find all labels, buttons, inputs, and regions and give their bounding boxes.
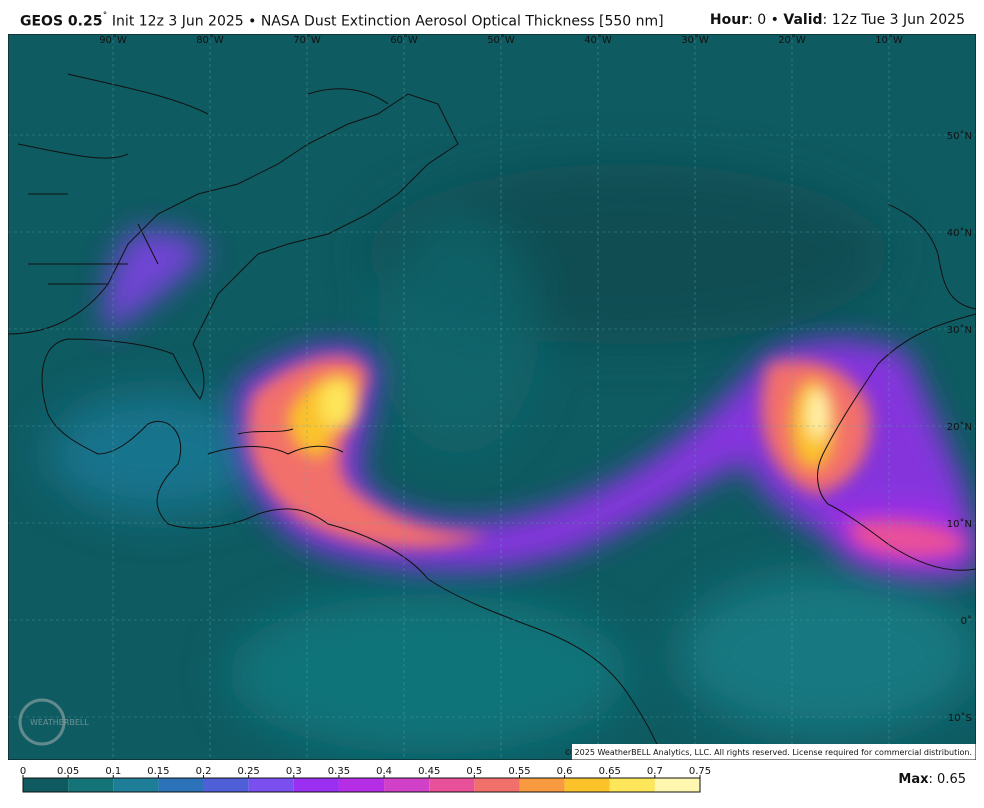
valid-label: Valid — [783, 12, 823, 28]
colorbar-segment — [293, 778, 339, 792]
colorbar-tick-label: 0.35 — [328, 766, 350, 777]
colorbar-segment — [609, 778, 655, 792]
colorbar-tick-label: 0.65 — [599, 766, 621, 777]
colorbar-tick-label: 0.5 — [466, 766, 482, 777]
graticule — [8, 34, 976, 760]
colorbar-tick-label: 0.1 — [105, 766, 121, 777]
colorbar-segment — [158, 778, 204, 792]
colorbar-tick-label: 0.15 — [147, 766, 169, 777]
copyright: © 2025 WeatherBELL Analytics, LLC. All r… — [564, 748, 972, 757]
max-readout: Max: 0.65 — [898, 772, 966, 787]
degree: ˚ — [102, 12, 108, 23]
longitude-label: 40˚W — [584, 34, 612, 46]
colorbar-segment — [23, 778, 69, 792]
max-label: Max — [898, 772, 929, 787]
colorbar-tick-label: 0.25 — [238, 766, 260, 777]
colorbar-segment — [429, 778, 475, 792]
longitude-label: 90˚W — [99, 34, 127, 46]
colorbar-segment — [248, 778, 294, 792]
colorbar-segment — [68, 778, 114, 792]
longitude-label: 50˚W — [487, 34, 515, 46]
colorbar-border — [22, 777, 701, 793]
colorbar-segment — [654, 778, 700, 792]
longitude-label: 10˚W — [875, 34, 903, 46]
colorbar-tick-label: 0 — [20, 766, 26, 777]
hour-label: Hour — [709, 12, 749, 28]
longitude-label: 30˚W — [681, 34, 709, 46]
logo: WEATHERBELL — [18, 698, 89, 746]
colorbar-tick-label: 0.2 — [196, 766, 212, 777]
colorbar-segment — [519, 778, 565, 792]
longitude-label: 80˚W — [196, 34, 224, 46]
colorbar-tick-label: 0.4 — [376, 766, 392, 777]
background-aerosol — [48, 164, 976, 754]
colorbar-tick-label: 0.55 — [508, 766, 530, 777]
colorbar-tick-label: 0.3 — [286, 766, 302, 777]
header-left: GEOS 0.25˚ Init 12z 3 Jun 2025 • NASA Du… — [20, 12, 664, 30]
dust-plume-core — [288, 374, 835, 469]
copyright-bg — [572, 744, 976, 760]
coastlines — [8, 73, 976, 760]
colorbar-tick-label: 0.75 — [689, 766, 711, 777]
graticule-labels: 90˚W 80˚W 70˚W 60˚W 50˚W 40˚W 30˚W 20˚W 10˚W 50˚N… — [99, 34, 972, 724]
colorbar-segment — [474, 778, 520, 792]
colorbar: 0 0.05 0.1 0.15 0.2 0.25 0.3 0.35 0.4 0.45 0.5 0.55… — [20, 766, 711, 793]
colorbar-tick-label: 0.05 — [57, 766, 79, 777]
model: GEOS 0.25 — [20, 13, 103, 30]
latitude-label: 50˚N — [947, 130, 972, 142]
longitude-label: 70˚W — [293, 34, 321, 46]
colorbar-segment — [113, 778, 159, 792]
description: Init 12z 3 Jun 2025 • NASA Dust Extincti… — [111, 13, 664, 30]
valid-value: : 12z Tue 3 Jun 2025 — [822, 12, 965, 28]
colorbar-segment — [338, 778, 385, 792]
latitude-label: 20˚N — [947, 421, 972, 433]
longitude-label: 20˚W — [778, 34, 806, 46]
colorbar-segment — [203, 778, 249, 792]
colorbar-tick-label: 0.7 — [647, 766, 663, 777]
colorbar-segment — [384, 778, 430, 792]
colorbar-segment — [564, 778, 610, 792]
colorbar-tick-label: 0.45 — [418, 766, 440, 777]
map: 90˚W 80˚W 70˚W 60˚W 50˚W 40˚W 30˚W 20˚W 10˚W 50˚N… — [8, 34, 976, 760]
latitude-label: 30˚N — [947, 324, 972, 336]
header-right: Hour: 0 • Valid: 12z Tue 3 Jun 2025 — [710, 12, 965, 28]
logo-text: WEATHERBELL — [30, 718, 89, 727]
longitude-label: 60˚W — [390, 34, 418, 46]
colorbar-tick-label: 0.6 — [557, 766, 573, 777]
max-value: 0.65 — [937, 772, 966, 787]
latitude-label: 40˚N — [947, 227, 972, 239]
hour-value: : 0 • — [748, 12, 779, 28]
latitude-label: 10˚S — [948, 712, 972, 724]
latitude-label: 0˚ — [961, 615, 972, 627]
latitude-label: 10˚N — [947, 518, 972, 530]
